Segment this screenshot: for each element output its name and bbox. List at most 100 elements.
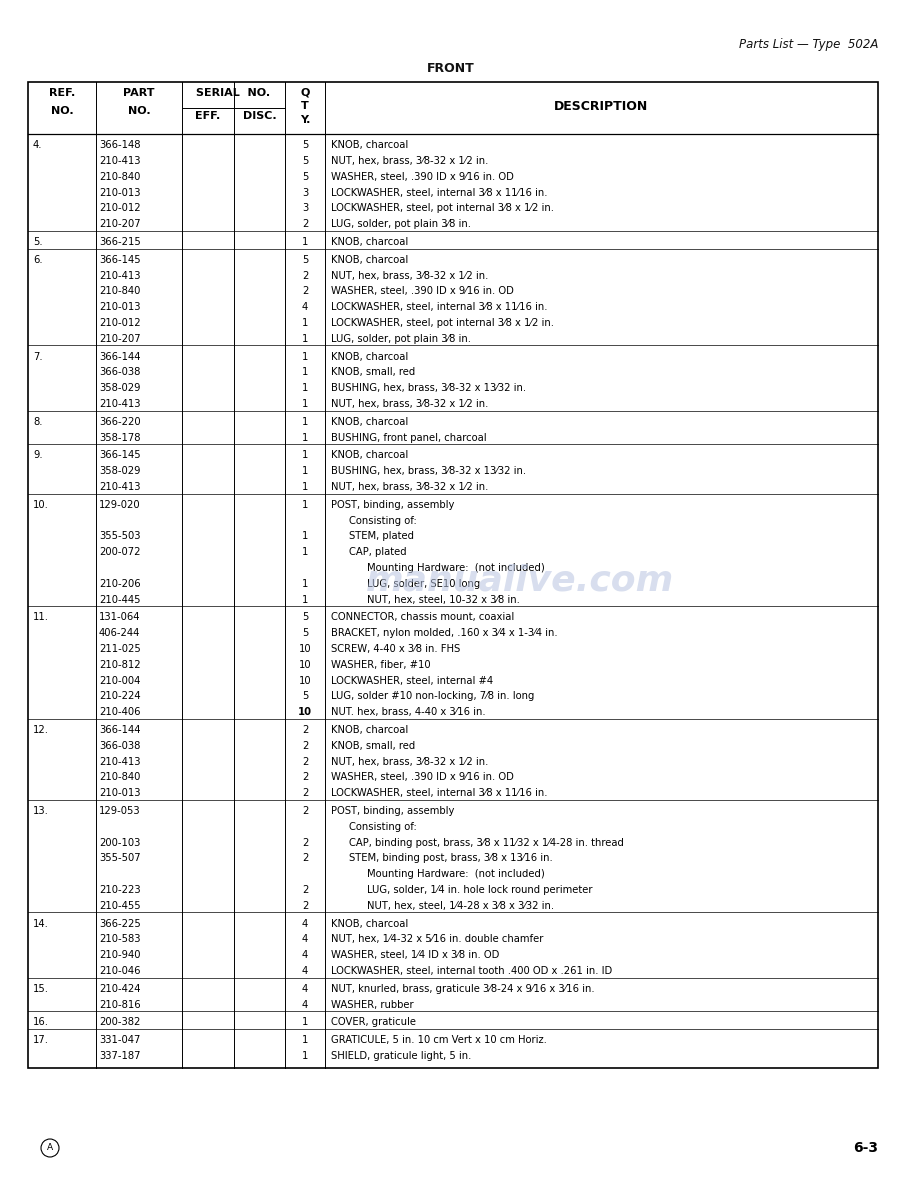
Text: 1: 1 — [301, 351, 308, 362]
Text: 337-187: 337-187 — [99, 1050, 141, 1061]
Text: T: T — [300, 102, 308, 111]
Text: 210-583: 210-583 — [99, 934, 141, 944]
Text: NUT, hex, steel, 1⁄4-28 x 3⁄8 x 3⁄32 in.: NUT, hex, steel, 1⁄4-28 x 3⁄8 x 3⁄32 in. — [366, 901, 554, 911]
Text: 10: 10 — [298, 707, 312, 717]
Text: 1: 1 — [301, 532, 308, 541]
Text: SCREW, 4-40 x 3⁄8 in. FHS: SCREW, 4-40 x 3⁄8 in. FHS — [331, 644, 460, 654]
Text: 210-840: 210-840 — [99, 772, 140, 783]
Text: DISC.: DISC. — [243, 111, 276, 121]
Text: LOCKWASHER, steel, internal tooth .400 OD x .261 in. ID: LOCKWASHER, steel, internal tooth .400 O… — [331, 966, 612, 976]
Text: 210-046: 210-046 — [99, 966, 141, 976]
Text: WASHER, rubber: WASHER, rubber — [331, 999, 413, 1010]
Text: 2: 2 — [301, 219, 308, 229]
Text: 4: 4 — [301, 302, 308, 312]
Text: 1: 1 — [301, 578, 308, 589]
Text: 4: 4 — [301, 950, 308, 960]
Text: 1: 1 — [301, 399, 308, 409]
Text: NUT. hex, brass, 4-40 x 3⁄16 in.: NUT. hex, brass, 4-40 x 3⁄16 in. — [331, 707, 485, 717]
Text: 358-029: 358-029 — [99, 384, 141, 393]
Text: KNOB, charcoal: KNOB, charcoal — [331, 451, 408, 460]
Text: NUT, hex, brass, 3⁄8-32 x 1⁄2 in.: NUT, hex, brass, 3⁄8-32 x 1⁄2 in. — [331, 482, 488, 492]
Text: 1: 1 — [301, 384, 308, 393]
Text: KNOB, charcoal: KNOB, charcoal — [331, 255, 408, 265]
Text: 1: 1 — [301, 466, 308, 476]
Text: 211-025: 211-025 — [99, 644, 141, 654]
Text: CONNECTOR, chassis mount, coaxial: CONNECTOR, chassis mount, coaxial — [331, 612, 513, 623]
Text: 210-840: 210-840 — [99, 287, 140, 296]
Text: 129-053: 129-053 — [99, 805, 141, 816]
Text: 200-072: 200-072 — [99, 547, 141, 557]
Text: SERIAL  NO.: SERIAL NO. — [197, 88, 271, 98]
Text: 366-145: 366-145 — [99, 255, 141, 265]
Text: NO.: NO. — [127, 106, 150, 116]
Text: 1: 1 — [301, 433, 308, 442]
Text: 1: 1 — [301, 1035, 308, 1046]
Text: LOCKWASHER, steel, internal 3⁄8 x 11⁄16 in.: LOCKWASHER, steel, internal 3⁄8 x 11⁄16 … — [331, 188, 547, 197]
Text: BUSHING, hex, brass, 3⁄8-32 x 13⁄32 in.: BUSHING, hex, brass, 3⁄8-32 x 13⁄32 in. — [331, 466, 526, 476]
Text: 210-406: 210-406 — [99, 707, 141, 717]
Text: 210-013: 210-013 — [99, 188, 141, 197]
Text: 406-244: 406-244 — [99, 629, 140, 638]
Text: CAP, binding post, brass, 3⁄8 x 11⁄32 x 1⁄4-28 in. thread: CAP, binding post, brass, 3⁄8 x 11⁄32 x … — [348, 838, 623, 847]
Text: 2: 2 — [301, 725, 308, 735]
Text: Parts List — Type  502A: Parts List — Type 502A — [738, 38, 877, 51]
Text: LUG, solder, 1⁄4 in. hole lock round perimeter: LUG, solder, 1⁄4 in. hole lock round per… — [366, 885, 592, 895]
Text: KNOB, charcoal: KNOB, charcoal — [331, 725, 408, 735]
Text: 210-013: 210-013 — [99, 302, 141, 312]
Text: 2: 2 — [301, 741, 308, 750]
Text: 2: 2 — [301, 805, 308, 816]
Text: 11.: 11. — [33, 612, 49, 623]
Text: 210-207: 210-207 — [99, 219, 141, 229]
Text: PART: PART — [123, 88, 154, 98]
Text: BUSHING, front panel, charcoal: BUSHING, front panel, charcoal — [331, 433, 486, 442]
Text: manualive.com: manualive.com — [365, 563, 674, 598]
Text: 5: 5 — [301, 612, 308, 623]
Text: KNOB, small, red: KNOB, small, red — [331, 367, 415, 378]
Text: 5: 5 — [301, 255, 308, 265]
Text: 6.: 6. — [33, 255, 42, 265]
Text: WASHER, steel, .390 ID x 9⁄16 in. OD: WASHER, steel, .390 ID x 9⁄16 in. OD — [331, 287, 513, 296]
Text: 7.: 7. — [33, 351, 42, 362]
Text: 355-503: 355-503 — [99, 532, 141, 541]
Text: 210-004: 210-004 — [99, 675, 140, 686]
Text: 1: 1 — [301, 595, 308, 605]
Text: 1: 1 — [301, 500, 308, 510]
Text: KNOB, charcoal: KNOB, charcoal — [331, 417, 408, 427]
Text: A: A — [47, 1144, 53, 1152]
Text: 16.: 16. — [33, 1017, 49, 1028]
Text: BUSHING, hex, brass, 3⁄8-32 x 13⁄32 in.: BUSHING, hex, brass, 3⁄8-32 x 13⁄32 in. — [331, 384, 526, 393]
Text: KNOB, charcoal: KNOB, charcoal — [331, 140, 408, 151]
Text: 210-424: 210-424 — [99, 983, 141, 994]
Text: Mounting Hardware:  (not included): Mounting Hardware: (not included) — [366, 869, 544, 880]
Text: 210-413: 210-413 — [99, 157, 141, 166]
Text: COVER, graticule: COVER, graticule — [331, 1017, 416, 1028]
Text: CAP, plated: CAP, plated — [348, 547, 406, 557]
Text: 4: 4 — [301, 934, 308, 944]
Text: 10: 10 — [299, 644, 311, 654]
Text: WASHER, fiber, #10: WASHER, fiber, #10 — [331, 660, 430, 669]
Text: GRATICULE, 5 in. 10 cm Vert x 10 cm Horiz.: GRATICULE, 5 in. 10 cm Vert x 10 cm Hori… — [331, 1035, 547, 1046]
Text: NUT, hex, brass, 3⁄8-32 x 1⁄2 in.: NUT, hex, brass, 3⁄8-32 x 1⁄2 in. — [331, 270, 488, 281]
Text: 210-445: 210-445 — [99, 595, 141, 605]
Text: KNOB, charcoal: KNOB, charcoal — [331, 351, 408, 362]
Text: 200-382: 200-382 — [99, 1017, 140, 1028]
Text: 2: 2 — [301, 756, 308, 766]
Text: 5: 5 — [301, 157, 308, 166]
Text: 13.: 13. — [33, 805, 49, 816]
Text: 210-012: 210-012 — [99, 203, 141, 214]
Text: 210-223: 210-223 — [99, 885, 141, 895]
Text: 210-413: 210-413 — [99, 756, 141, 766]
Text: 1: 1 — [301, 1017, 308, 1028]
Text: 9.: 9. — [33, 451, 42, 460]
Text: 1: 1 — [301, 482, 308, 492]
Text: POST, binding, assembly: POST, binding, assembly — [331, 500, 454, 510]
Text: 5: 5 — [301, 140, 308, 151]
Text: 14.: 14. — [33, 919, 49, 929]
Text: 15.: 15. — [33, 983, 49, 994]
Text: LOCKWASHER, steel, internal 3⁄8 x 11⁄16 in.: LOCKWASHER, steel, internal 3⁄8 x 11⁄16 … — [331, 789, 547, 798]
Text: 4: 4 — [301, 966, 308, 976]
Text: 210-012: 210-012 — [99, 318, 141, 327]
Text: 358-178: 358-178 — [99, 433, 141, 442]
Text: LOCKWASHER, steel, internal 3⁄8 x 11⁄16 in.: LOCKWASHER, steel, internal 3⁄8 x 11⁄16 … — [331, 302, 547, 312]
Text: 366-220: 366-220 — [99, 417, 141, 427]
